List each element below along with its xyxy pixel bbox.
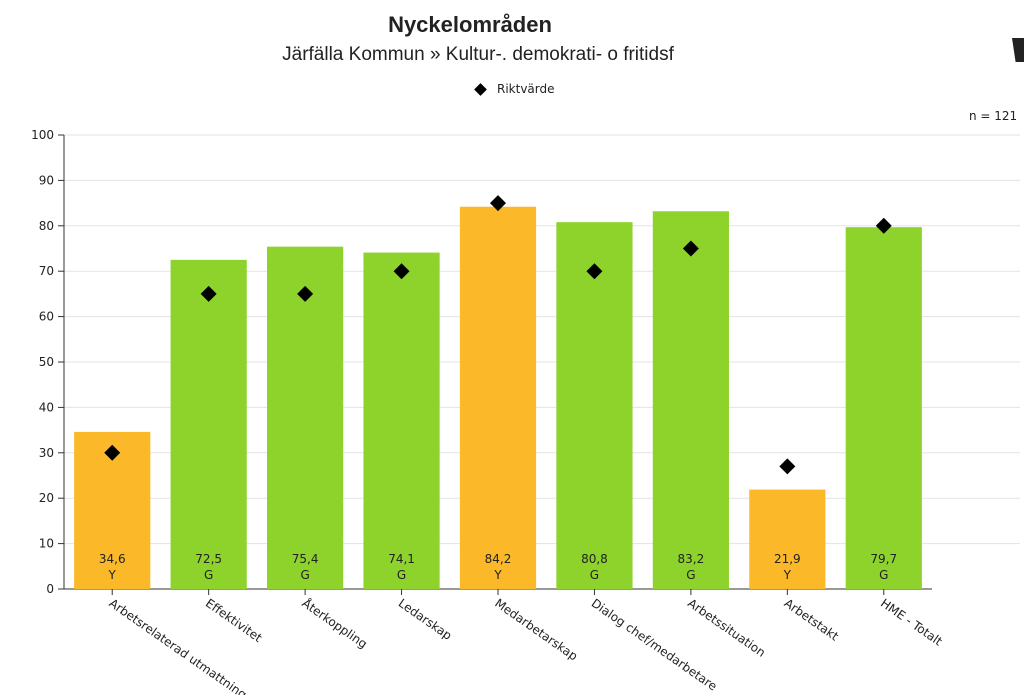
target-marker xyxy=(779,458,796,475)
chart-subtitle: Järfälla Kommun » Kultur-. demokrati- o … xyxy=(282,44,674,65)
bar-grade-label: G xyxy=(300,568,309,582)
y-tick-label: 50 xyxy=(39,355,54,369)
target-marker xyxy=(104,444,121,461)
legend-label: Riktvärde xyxy=(497,82,555,96)
bar-value-label: 79,7 xyxy=(870,552,897,566)
x-tick-label: Arbetstakt xyxy=(782,596,842,644)
bar xyxy=(363,252,440,589)
x-tick-label: Återkoppling xyxy=(299,595,370,651)
bar-grade-label: G xyxy=(879,568,888,582)
bar-value-label: 21,9 xyxy=(774,552,801,566)
sample-size-label: n = 121 xyxy=(969,109,1018,123)
legend: Riktvärde xyxy=(470,82,555,96)
bar-value-label: 75,4 xyxy=(292,552,319,566)
bar xyxy=(459,206,537,589)
target-marker xyxy=(682,240,699,257)
bar xyxy=(556,222,633,589)
target-marker xyxy=(875,217,892,234)
x-tick-label: Effektivitet xyxy=(203,596,265,645)
bar xyxy=(749,489,826,589)
y-tick-label: 60 xyxy=(39,310,54,324)
y-tick-label: 30 xyxy=(39,446,54,460)
bar xyxy=(267,246,344,589)
chart-title: Nyckelområden xyxy=(388,12,552,37)
target-marker xyxy=(200,285,217,302)
bar-value-label: 72,5 xyxy=(195,552,222,566)
bar-value-label: 34,6 xyxy=(99,552,126,566)
x-tick-label: Medarbetarskap xyxy=(492,596,580,663)
x-tick-label: Ledarskap xyxy=(396,596,455,643)
y-tick-label: 20 xyxy=(39,491,54,505)
bar-value-label: 74,1 xyxy=(388,552,415,566)
y-tick-label: 10 xyxy=(39,537,54,551)
target-marker xyxy=(490,195,506,212)
y-tick-label: 0 xyxy=(46,582,54,596)
y-tick-label: 80 xyxy=(39,219,54,233)
bar-grade-label: Y xyxy=(783,568,792,582)
x-tick-label: HME - Totalt xyxy=(878,596,945,649)
bar-value-label: 84,2 xyxy=(485,552,512,566)
bar-grade-label: G xyxy=(590,568,599,582)
bar-grade-label: Y xyxy=(493,568,502,582)
y-tick-label: 70 xyxy=(39,264,54,278)
bar-value-label: 83,2 xyxy=(678,552,705,566)
corner-mark-icon xyxy=(1012,38,1024,62)
target-marker xyxy=(586,263,603,280)
bar-grade-label: G xyxy=(686,568,695,582)
y-tick-label: 100 xyxy=(31,128,54,142)
target-marker xyxy=(297,285,314,302)
bar-grade-label: G xyxy=(204,568,213,582)
y-tick-label: 90 xyxy=(39,173,54,187)
x-tick-label: Arbetssituation xyxy=(685,596,768,660)
bar-grade-label: Y xyxy=(108,568,117,582)
target-marker xyxy=(393,263,410,280)
y-tick-label: 40 xyxy=(39,400,54,414)
bar-grade-label: G xyxy=(397,568,406,582)
bar xyxy=(170,259,247,589)
bar xyxy=(845,227,922,590)
bar-value-label: 80,8 xyxy=(581,552,608,566)
bar xyxy=(652,211,729,589)
